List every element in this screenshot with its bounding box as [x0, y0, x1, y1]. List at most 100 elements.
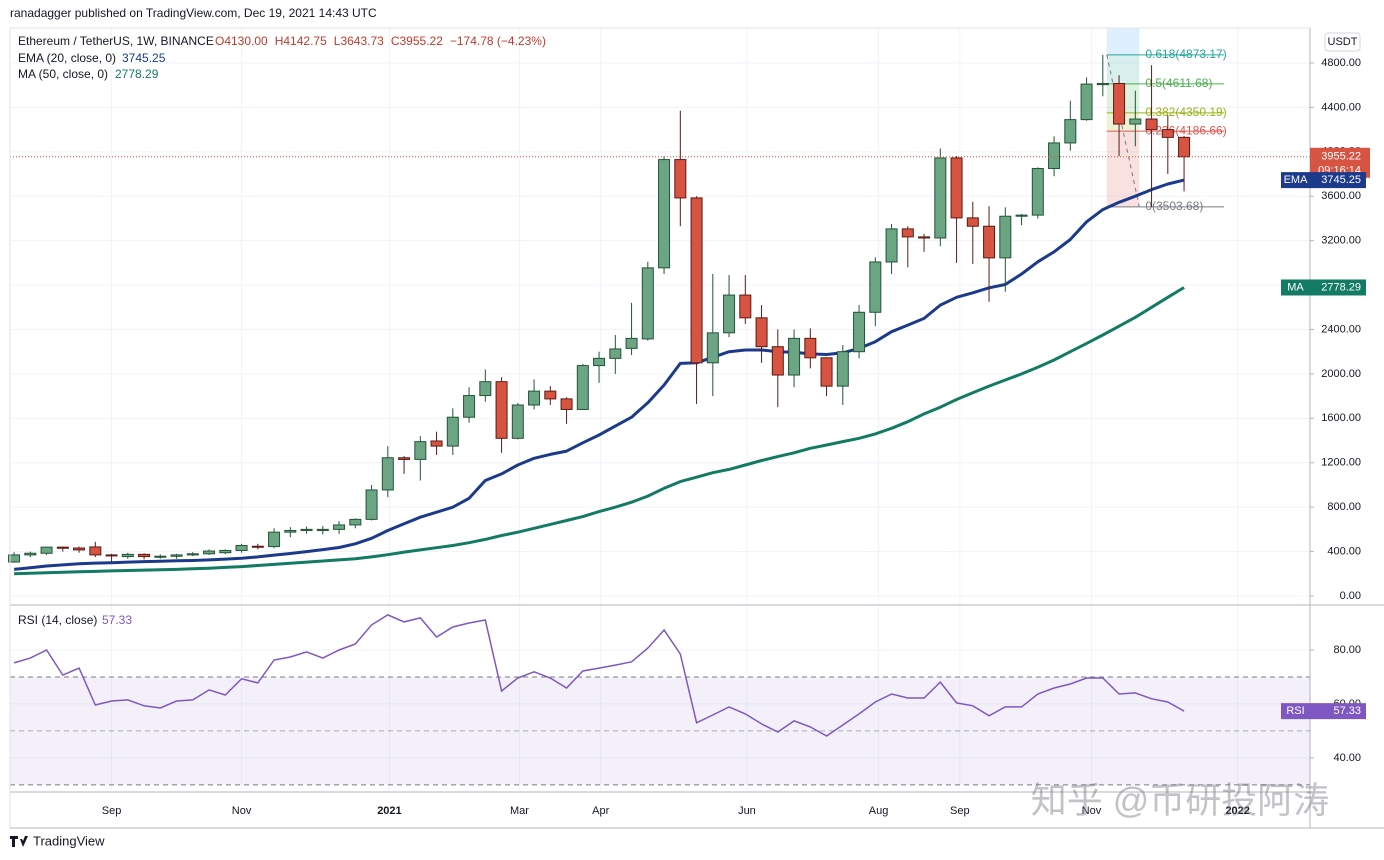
- x-tick-label: Nov: [1082, 805, 1102, 817]
- candle-body: [658, 159, 671, 269]
- currency[interactable]: USDT: [1328, 36, 1358, 48]
- badge-value-box: [1310, 279, 1366, 296]
- ma-legend: MA (50, close, 0): [18, 67, 108, 81]
- y-tick-label: 2400.00: [1321, 323, 1361, 335]
- rsi-y-tick-label: 80.00: [1333, 644, 1361, 656]
- candle-body: [625, 337, 638, 349]
- candle-body: [8, 554, 21, 563]
- badge-name-box: [1281, 703, 1310, 720]
- fib-label: 0(3503.68): [1145, 199, 1203, 213]
- currency-button[interactable]: [1324, 32, 1361, 52]
- fib-label: 0.5(4611.68): [1145, 76, 1212, 90]
- badge-value: 3745.25: [1321, 174, 1361, 186]
- candle-body: [853, 311, 866, 353]
- candle-body: [934, 157, 947, 239]
- candle-body: [414, 441, 427, 460]
- candle-body: [804, 337, 817, 359]
- y-tick-label: 2000.00: [1321, 368, 1361, 380]
- ohlc-item: C3955.22: [391, 34, 443, 48]
- candle-body: [121, 553, 134, 558]
- y-tick-label: 3600.00: [1321, 190, 1361, 202]
- x-tick-label: Sep: [950, 805, 970, 817]
- candle-body: [349, 518, 362, 526]
- candle-body: [284, 529, 297, 533]
- y-tick-label: 800.00: [1327, 501, 1361, 513]
- candle-body: [365, 489, 378, 520]
- last-price-value: 3955.22: [1321, 151, 1361, 163]
- candle-body: [430, 440, 443, 447]
- badge-name: MA: [1287, 281, 1304, 293]
- candle-body: [138, 553, 151, 558]
- candle-body: [576, 365, 589, 410]
- candle-body: [690, 197, 703, 364]
- candle-body: [300, 528, 313, 531]
- rsi-line: [13, 614, 1185, 737]
- fib-label: 0.618(4873.17): [1145, 47, 1226, 61]
- candle-body: [966, 217, 979, 227]
- candle-body: [641, 267, 654, 340]
- logo-icon: [10, 836, 28, 847]
- ohlc-legend: O4130.00 H4142.75 L3643.73 C3955.22 −174.78 …: [215, 34, 546, 48]
- rsi-legend-value: 57.33: [102, 613, 132, 627]
- ohlc-item: −174.78 (−4.23%): [450, 34, 546, 48]
- candle-body: [560, 398, 573, 410]
- candle-body: [219, 549, 232, 554]
- candle-body: [674, 159, 687, 199]
- candle-body: [511, 404, 524, 439]
- axes: Sep Nov 2021 Mar Apr Jun Aug Sep Nov 2022 0.00 400.…: [102, 57, 1370, 817]
- candle-body: [1048, 142, 1061, 169]
- ohlc-item: H4142.75: [275, 34, 327, 48]
- candle-body: [885, 228, 898, 263]
- fib-shade: [1106, 28, 1140, 55]
- candle-body: [170, 554, 183, 557]
- badge-name-box: [1281, 172, 1310, 189]
- badge-name: RSI: [1286, 705, 1304, 717]
- fib-label: 0.382(4350.19): [1145, 105, 1226, 119]
- candle-body: [1015, 214, 1028, 217]
- y-tick-label: 4800.00: [1321, 57, 1361, 69]
- candle-body: [1129, 118, 1142, 125]
- ema-legend-value: 3745.25: [122, 51, 166, 65]
- candle-body: [154, 555, 167, 558]
- candle-body: [1096, 83, 1109, 86]
- candle-body: [755, 317, 768, 348]
- ohlc-item: L3643.73: [334, 34, 384, 48]
- candle-body: [24, 552, 37, 556]
- y-tick-label: 4400.00: [1321, 101, 1361, 113]
- badge-name-box: [1281, 279, 1310, 296]
- badge-value: 2778.29: [1321, 281, 1361, 293]
- fib-shade: [1106, 131, 1140, 207]
- candle-body: [1145, 118, 1158, 131]
- candle-body: [1161, 129, 1174, 138]
- candle-body: [381, 457, 394, 491]
- watermark: 知乎 @币研投阿涛: [1031, 780, 1330, 821]
- candle-body: [771, 346, 784, 376]
- candle-body: [105, 554, 118, 557]
- logo-text: TradingView: [33, 833, 105, 848]
- candle-body: [836, 351, 849, 387]
- candle-body: [316, 528, 329, 531]
- candle-body: [999, 215, 1012, 259]
- candle-body: [40, 546, 53, 554]
- candle-body: [479, 381, 492, 397]
- x-tick-label: 2022: [1225, 805, 1249, 817]
- candle-body: [235, 544, 248, 551]
- symbol: Ethereum / TetherUS, 1W, BINANCE: [18, 34, 214, 48]
- candle-body: [528, 390, 541, 406]
- y-tick-label: 1200.00: [1321, 457, 1361, 469]
- x-tick-label: Aug: [869, 805, 889, 817]
- candle-body: [495, 381, 508, 439]
- candle-body: [869, 261, 882, 313]
- candle-body: [820, 357, 833, 387]
- y-tick-label: 3200.00: [1321, 235, 1361, 247]
- x-tick-label: Nov: [232, 805, 252, 817]
- candle-body: [609, 348, 622, 359]
- candle-body: [723, 294, 736, 334]
- candle-body: [983, 225, 996, 259]
- candle-body: [706, 332, 719, 364]
- candle-body: [1031, 167, 1044, 216]
- publisher: ranadagger published on TradingView.com,…: [10, 6, 377, 20]
- candle-body: [1064, 119, 1077, 144]
